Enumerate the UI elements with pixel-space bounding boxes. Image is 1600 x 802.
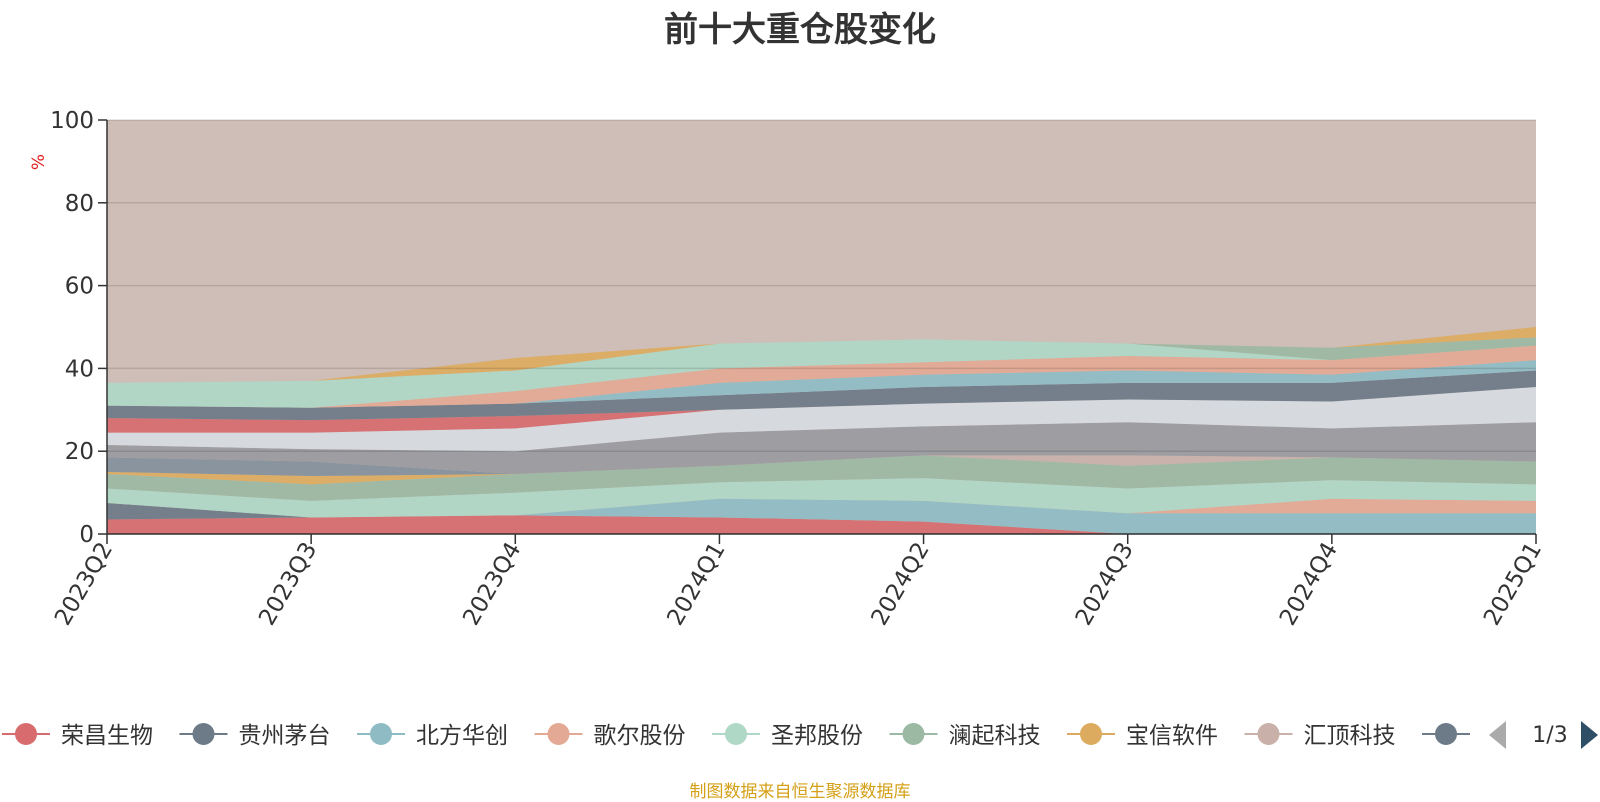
y-tick-label: 100 <box>50 108 94 134</box>
legend-marker <box>1435 723 1457 745</box>
area-series-5 <box>107 478 1536 518</box>
legend-item[interactable]: 北方华创 <box>357 723 508 749</box>
y-tick-label: 0 <box>79 522 94 548</box>
legend-pager: 1/3 <box>1489 721 1598 749</box>
source-footnote: 制图数据来自恒生聚源数据库 <box>689 782 911 802</box>
area-series-8 <box>107 455 1536 477</box>
area-series-14 <box>107 360 1536 408</box>
area-series-4 <box>107 498 1536 518</box>
y-tick-label: 20 <box>65 439 94 465</box>
area-series-6 <box>107 455 1536 501</box>
area-series-3 <box>107 498 1536 534</box>
legend-label: 圣邦股份 <box>771 723 863 749</box>
x-tick-label: 2024Q2 <box>867 538 935 630</box>
legend-marker <box>192 723 215 745</box>
legend-item[interactable]: 歌尔股份 <box>534 723 686 749</box>
legend-label: 汇顶科技 <box>1304 723 1396 749</box>
area-layers <box>107 120 1536 534</box>
legend-item[interactable] <box>1422 723 1470 745</box>
legend-label: 北方华创 <box>416 723 508 749</box>
area-series-12 <box>107 387 1536 433</box>
legend-marker <box>1080 723 1102 745</box>
legend-marker <box>15 723 37 745</box>
legend-marker <box>547 723 570 745</box>
legend-label: 澜起科技 <box>949 723 1041 749</box>
legend-label: 荣昌生物 <box>61 723 153 749</box>
legend-label: 贵州茅台 <box>239 723 331 749</box>
legend-item[interactable]: 贵州茅台 <box>179 723 331 749</box>
y-tick-label: 60 <box>65 274 94 300</box>
y-tick-label: 40 <box>65 356 94 382</box>
area-series-11 <box>107 387 1536 452</box>
legend-page-indicator: 1/3 <box>1532 723 1567 748</box>
legend-marker <box>902 723 925 745</box>
legend-marker <box>725 723 747 745</box>
y-unit-label: % <box>29 154 49 170</box>
legend-label: 宝信软件 <box>1126 723 1218 749</box>
x-tick-label: 2023Q4 <box>458 538 526 630</box>
area-series-16 <box>107 339 1536 408</box>
legend-marker <box>370 723 392 745</box>
legend-label: 歌尔股份 <box>594 723 686 749</box>
area-series-9 <box>107 455 1536 477</box>
x-tick-label: 2024Q4 <box>1275 538 1343 630</box>
x-tick-label: 2025Q1 <box>1479 538 1547 630</box>
legend-next-page-icon[interactable] <box>1581 721 1598 749</box>
legend-item[interactable]: 汇顶科技 <box>1244 723 1396 749</box>
legend-marker <box>1257 723 1280 745</box>
chart-title: 前十大重仓股变化 <box>664 10 936 50</box>
x-tick-label: 2024Q1 <box>662 538 730 630</box>
area-series-10 <box>107 422 1536 474</box>
legend-item[interactable]: 澜起科技 <box>889 723 1041 749</box>
legend-item[interactable]: 宝信软件 <box>1067 723 1218 749</box>
legend-item[interactable]: 圣邦股份 <box>712 723 863 749</box>
x-tick-label: 2023Q2 <box>50 538 118 630</box>
legend-item[interactable]: 荣昌生物 <box>2 723 153 749</box>
x-tick-label: 2023Q3 <box>254 538 322 630</box>
y-tick-label: 80 <box>65 191 94 217</box>
area-series-18 <box>107 327 1536 383</box>
legend: 荣昌生物 贵州茅台 北方华创 歌尔股份 圣邦股份 澜起科技 宝信软件 汇顶科技 <box>2 723 1470 749</box>
area-series-1 <box>107 515 1536 534</box>
area-series-15 <box>107 345 1536 408</box>
x-tick-label: 2024Q3 <box>1071 538 1139 630</box>
legend-prev-page-icon[interactable] <box>1489 721 1506 749</box>
